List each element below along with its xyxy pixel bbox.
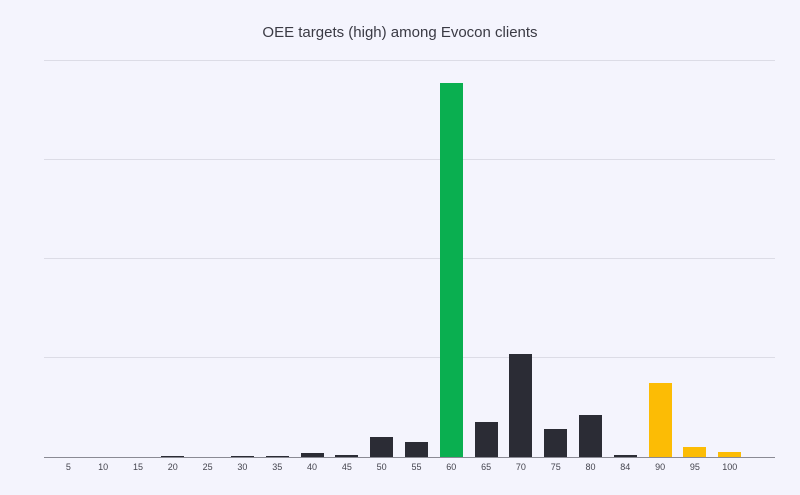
bar-65 [474,422,498,457]
bar-50 [370,437,394,457]
bar-35 [265,456,289,457]
bar-75 [544,429,568,457]
bar-40 [300,452,324,457]
bar-55 [404,442,428,457]
x-tick-label: 25 [202,462,213,472]
plot-area [44,60,775,458]
x-tick-label: 40 [307,462,318,472]
chart-title: OEE targets (high) among Evocon clients [262,24,538,41]
x-tick-label: 30 [237,462,248,472]
bar-84 [613,455,637,457]
bar-20 [161,456,185,457]
x-tick-label: 5 [65,462,71,472]
x-tick-label: 35 [272,462,283,472]
x-tick-label: 65 [481,462,492,472]
gridline [44,258,775,259]
x-tick-label: 20 [167,462,178,472]
x-tick-label: 75 [550,462,561,472]
bar-100 [718,452,742,457]
x-tick-label: 70 [515,462,526,472]
gridline [44,357,775,358]
x-tick-label: 10 [98,462,109,472]
bar-80 [579,415,602,457]
bar-90 [648,382,672,457]
x-tick-label: 95 [689,462,700,472]
x-tick-label: 80 [585,462,596,472]
bar-70 [509,354,533,457]
gridline [44,60,775,61]
bar-30 [230,455,254,457]
x-tick-label: 50 [376,462,387,472]
x-tick-label: 100 [722,462,738,472]
x-tick-label: 45 [341,462,352,472]
x-tick-label: 15 [132,462,143,472]
x-tick-label: 55 [411,462,422,472]
bar-60 [439,82,463,457]
x-tick-label: 60 [446,462,457,472]
gridline [44,159,775,160]
x-tick-label: 84 [620,462,631,472]
bar-95 [683,447,707,457]
x-axis-line [44,457,775,458]
bar-45 [335,454,359,457]
x-tick-label: 90 [655,462,666,472]
